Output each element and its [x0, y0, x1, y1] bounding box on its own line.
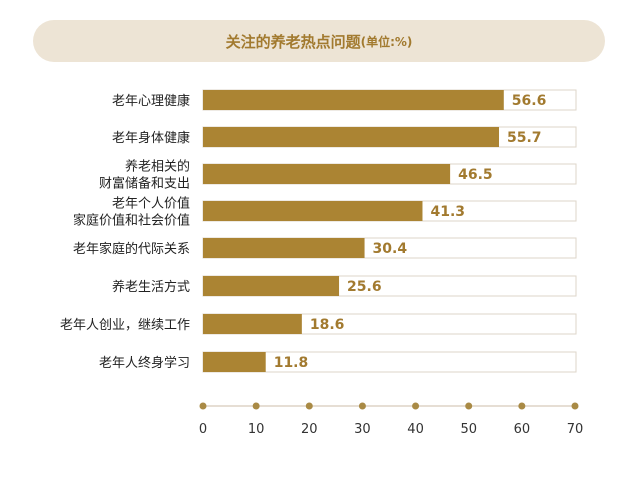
x-tick-label: 60 [514, 422, 531, 437]
x-tick-label: 40 [407, 422, 424, 437]
bar [203, 238, 365, 258]
category-label: 家庭价值和社会价值 [73, 213, 190, 229]
category-label: 老年身体健康 [112, 130, 190, 146]
x-tick-dot [199, 402, 207, 410]
bar [203, 314, 302, 334]
x-tick-label: 20 [301, 422, 318, 437]
bar [203, 90, 504, 110]
value-label: 55.7 [507, 130, 542, 146]
category-label: 财富储备和支出 [99, 176, 190, 192]
x-tick-label: 50 [460, 422, 477, 437]
value-label: 56.6 [512, 93, 547, 109]
category-label: 老年家庭的代际关系 [73, 241, 190, 257]
x-tick-dot [465, 402, 473, 410]
x-tick-label: 0 [199, 422, 207, 437]
category-label: 老年心理健康 [112, 93, 190, 109]
value-label: 18.6 [310, 317, 345, 333]
x-tick-dot [518, 402, 526, 410]
x-tick-label: 10 [248, 422, 265, 437]
x-tick-dot [252, 402, 260, 410]
x-tick-label: 70 [567, 422, 584, 437]
category-label: 老年人终身学习 [99, 355, 190, 371]
x-tick-dot [412, 402, 420, 410]
bar [203, 164, 451, 184]
x-tick-dot [571, 402, 579, 410]
x-tick-dot [358, 402, 366, 410]
x-tick-label: 30 [354, 422, 371, 437]
chart-title: 关注的养老热点问题 [225, 32, 361, 51]
bar [203, 127, 500, 147]
value-label: 25.6 [347, 279, 382, 295]
category-label: 老年人创业，继续工作 [60, 318, 190, 333]
value-label: 11.8 [274, 355, 309, 371]
x-tick-dot [305, 402, 313, 410]
value-label: 41.3 [430, 204, 465, 220]
category-label: 养老生活方式 [112, 279, 190, 295]
category-label: 养老相关的 [125, 159, 190, 175]
bar [203, 352, 266, 372]
bar [203, 276, 340, 296]
bar [203, 201, 423, 221]
value-label: 46.5 [458, 167, 493, 183]
category-label: 老年个人价值 [112, 196, 190, 212]
title-banner: 关注的养老热点问题 (单位:%) [33, 20, 605, 62]
value-label: 30.4 [373, 241, 408, 257]
chart-unit: (单位:%) [360, 34, 413, 49]
